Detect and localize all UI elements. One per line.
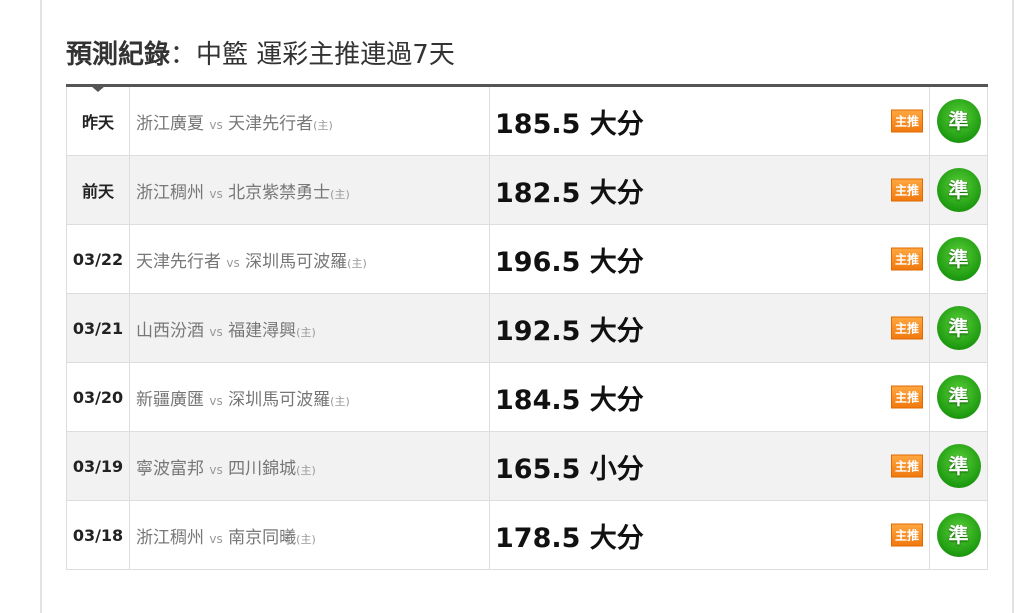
caret-down-icon	[91, 86, 105, 92]
home-mark: (主)	[347, 256, 367, 270]
home-team: 福建潯興	[228, 320, 297, 341]
home-mark: (主)	[296, 532, 316, 546]
correct-icon: 準	[936, 513, 981, 557]
table-row[interactable]: 03/20 新疆廣匯 vs 深圳馬可波羅(主) 184.5 大分 主推 準	[66, 362, 988, 432]
correct-icon: 準	[936, 99, 981, 143]
main-pick-badge: 主推	[890, 523, 923, 547]
row-match[interactable]: 山西汾酒 vs 福建潯興(主)	[129, 293, 490, 363]
page-title: 預測紀錄：中籃 運彩主推連過7天	[66, 34, 455, 71]
table-row[interactable]: 03/18 浙江稠州 vs 南京同曦(主) 178.5 大分 主推 準	[66, 500, 988, 570]
home-team: 四川錦城	[228, 458, 297, 479]
row-date: 03/19	[66, 431, 130, 501]
main-pick-badge: 主推	[890, 178, 923, 202]
pick-value: 165.5 小分	[495, 453, 644, 485]
vs-label: vs	[209, 462, 223, 477]
row-match[interactable]: 新疆廣匯 vs 深圳馬可波羅(主)	[129, 362, 490, 432]
home-mark: (主)	[313, 118, 333, 132]
row-pick: 192.5 大分 主推	[489, 293, 930, 363]
main-pick-badge: 主推	[890, 109, 923, 133]
row-date: 03/20	[66, 362, 130, 432]
row-result: 準	[929, 362, 988, 432]
home-team: 深圳馬可波羅	[228, 389, 331, 410]
correct-icon: 準	[936, 237, 981, 281]
vs-label: vs	[209, 324, 223, 339]
pick-value: 184.5 大分	[495, 384, 644, 416]
main-pick-badge: 主推	[890, 385, 923, 409]
vs-label: vs	[209, 393, 223, 408]
correct-icon: 準	[936, 306, 981, 350]
away-team: 天津先行者	[136, 251, 221, 272]
away-team: 新疆廣匯	[136, 389, 204, 410]
vs-label: vs	[209, 531, 223, 546]
away-team: 寧波富邦	[136, 458, 204, 479]
home-team: 北京紫禁勇士	[228, 182, 331, 203]
home-mark: (主)	[296, 325, 316, 339]
row-result: 準	[929, 500, 988, 570]
home-mark: (主)	[330, 394, 350, 408]
main-pick-badge: 主推	[890, 454, 923, 478]
row-date: 03/22	[66, 224, 130, 294]
home-mark: (主)	[296, 463, 316, 477]
row-pick: 184.5 大分 主推	[489, 362, 930, 432]
away-team: 浙江廣夏	[136, 113, 204, 134]
correct-icon: 準	[936, 168, 981, 212]
table-row[interactable]: 03/22 天津先行者 vs 深圳馬可波羅(主) 196.5 大分 主推 準	[66, 224, 988, 294]
row-result: 準	[929, 224, 988, 294]
row-pick: 196.5 大分 主推	[489, 224, 930, 294]
row-match[interactable]: 浙江稠州 vs 南京同曦(主)	[129, 500, 490, 570]
vs-label: vs	[209, 117, 223, 132]
pick-value: 185.5 大分	[495, 108, 644, 140]
title-bold: 預測紀錄	[66, 40, 171, 70]
pick-value: 178.5 大分	[495, 522, 644, 554]
row-result: 準	[929, 155, 988, 225]
row-result: 準	[929, 293, 988, 363]
correct-icon: 準	[936, 444, 981, 488]
correct-icon: 準	[936, 375, 981, 419]
page-frame	[40, 0, 1014, 613]
row-match[interactable]: 天津先行者 vs 深圳馬可波羅(主)	[129, 224, 490, 294]
main-pick-badge: 主推	[890, 247, 923, 271]
table-row[interactable]: 03/21 山西汾酒 vs 福建潯興(主) 192.5 大分 主推 準	[66, 293, 988, 363]
home-team: 深圳馬可波羅	[245, 251, 348, 272]
pick-value: 196.5 大分	[495, 246, 644, 278]
home-team: 南京同曦	[228, 527, 297, 548]
row-pick: 185.5 大分 主推	[489, 85, 930, 156]
row-pick: 178.5 大分 主推	[489, 500, 930, 570]
row-result: 準	[929, 85, 988, 156]
pick-value: 192.5 大分	[495, 315, 644, 347]
table-row[interactable]: 昨天 浙江廣夏 vs 天津先行者(主) 185.5 大分 主推 準	[66, 85, 988, 156]
away-team: 浙江稠州	[136, 182, 204, 203]
row-date: 前天	[66, 155, 130, 225]
home-mark: (主)	[330, 187, 350, 201]
table-row[interactable]: 前天 浙江稠州 vs 北京紫禁勇士(主) 182.5 大分 主推 準	[66, 155, 988, 225]
row-date: 03/18	[66, 500, 130, 570]
vs-label: vs	[226, 255, 240, 270]
home-team: 天津先行者	[228, 113, 314, 134]
row-pick: 182.5 大分 主推	[489, 155, 930, 225]
row-match[interactable]: 寧波富邦 vs 四川錦城(主)	[129, 431, 490, 501]
row-match[interactable]: 浙江廣夏 vs 天津先行者(主)	[129, 85, 490, 156]
away-team: 浙江稠州	[136, 527, 204, 548]
main-pick-badge: 主推	[890, 316, 923, 340]
pick-value: 182.5 大分	[495, 177, 644, 209]
away-team: 山西汾酒	[136, 320, 204, 341]
row-date: 昨天	[66, 85, 130, 156]
row-date: 03/21	[66, 293, 130, 363]
table-row[interactable]: 03/19 寧波富邦 vs 四川錦城(主) 165.5 小分 主推 準	[66, 431, 988, 501]
row-pick: 165.5 小分 主推	[489, 431, 930, 501]
prediction-table: 昨天 浙江廣夏 vs 天津先行者(主) 185.5 大分 主推 準前天 浙江稠州 …	[66, 84, 988, 570]
vs-label: vs	[209, 186, 223, 201]
title-rest: ：中籃 運彩主推連過7天	[170, 40, 455, 70]
row-result: 準	[929, 431, 988, 501]
row-match[interactable]: 浙江稠州 vs 北京紫禁勇士(主)	[129, 155, 490, 225]
